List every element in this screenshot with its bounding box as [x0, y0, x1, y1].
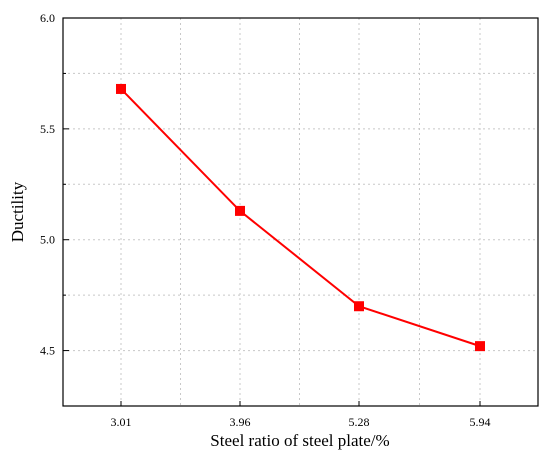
y-tick-label: 6.0 — [40, 11, 55, 25]
x-axis-title: Steel ratio of steel plate/% — [210, 431, 389, 450]
data-point-marker — [475, 341, 485, 352]
x-tick-label: 3.01 — [111, 415, 132, 429]
series-layer — [116, 83, 485, 352]
data-point-marker — [235, 205, 245, 216]
y-axis-title: Ductility — [8, 181, 27, 242]
data-point-marker — [116, 83, 126, 94]
data-point-marker — [354, 301, 364, 312]
x-tick-label: 5.94 — [470, 415, 491, 429]
ticks: 3.01 3.96 5.28 5.94 4.5 5.0 5.5 6.0 — [40, 11, 491, 429]
y-tick-label: 5.0 — [40, 233, 55, 247]
series-line — [120, 88, 481, 348]
y-tick-label: 5.5 — [40, 122, 55, 136]
x-tick-label: 3.96 — [230, 415, 251, 429]
x-tick-label: 5.28 — [349, 415, 370, 429]
plot-frame — [62, 17, 539, 407]
plot-background — [63, 18, 538, 406]
y-tick-label: 4.5 — [40, 344, 55, 358]
